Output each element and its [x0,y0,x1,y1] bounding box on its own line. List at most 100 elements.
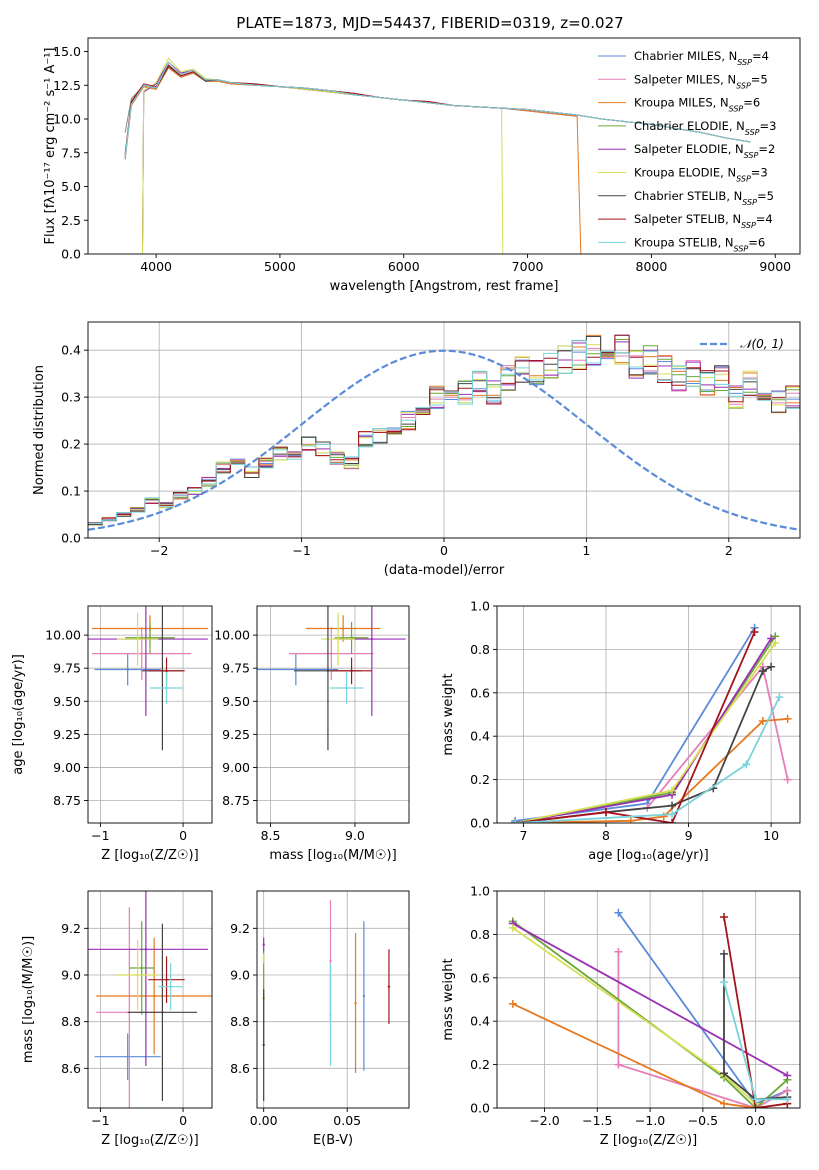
y-tick-label: 9.75 [222,661,250,676]
data-point [362,994,366,998]
y-tick-label: 0.4 [61,343,81,358]
plot-area [508,908,792,1108]
data-point [329,959,332,963]
plot-area [88,891,212,1108]
weight-marker [614,947,623,956]
data-point [152,994,156,998]
weight-marker [767,662,776,671]
y-tick-label: 8.8 [61,1014,81,1029]
y-axis-label: age [log₁₀(age/yr)] [11,654,26,775]
x-axis-label: wavelength [Angstrom, rest frame] [330,279,559,294]
weight-marker [668,819,677,823]
weight-marker [719,1099,728,1108]
y-tick-label: 0.0 [470,816,490,831]
y-tick-label: 9.25 [222,727,250,742]
y-tick-label: 12.5 [53,78,81,93]
x-tick-label: 4000 [140,259,172,274]
y-tick-label: 10.00 [45,628,81,643]
plot-area [88,606,208,751]
histogram-step [88,339,800,524]
y-tick-label: 5.0 [61,179,81,194]
weight-marker [719,949,728,958]
axes-frame [87,605,213,824]
weight-marker [668,786,677,795]
x-tick-label: −1.0 [635,1113,665,1128]
y-tick-label: 2.5 [61,213,81,228]
y-tick-label: 0.4 [470,1014,490,1029]
x-tick-label: −2.0 [529,1113,559,1128]
data-point [148,636,152,639]
y-tick-label: 9.00 [222,760,250,775]
weight-marker [508,999,517,1008]
x-tick-label: 7000 [512,259,544,274]
chart-mass-vs-ebv: 0.00 0.05 8.6 8.8 9.0 9.2 E(B-V) [230,890,410,1148]
y-tick-label: 0.8 [470,927,490,942]
legend-label: Kroupa STELIB, NSSP=6 [634,235,765,253]
y-tick-label: 9.50 [222,694,250,709]
chart-age-vs-Z: −1 0 8.75 9.00 9.25 9.50 9.75 10.00 Z [log₁₀(Z/Z… [11,605,213,863]
data-point [144,948,148,951]
weight-marker [783,714,792,723]
plot-area [257,606,406,751]
legend-label: Chabrier ELODIE, NSSP=3 [634,119,776,137]
weight-marker [758,667,767,676]
y-tick-label: 9.25 [53,727,81,742]
axes-frame [87,37,801,255]
x-tick-label: 8 [602,828,610,843]
y-tick-label: 0.6 [470,685,490,700]
y-axis-label: mass weight [441,673,456,755]
weight-marker [783,1071,792,1080]
y-tick-label: 9.0 [230,968,250,983]
x-tick-label: 2 [725,543,733,558]
weight-marker [758,717,767,726]
weight-marker [614,908,623,917]
weight-marker [508,923,517,932]
data-point [294,668,298,671]
data-point [262,943,265,946]
y-tick-label: 0.1 [61,484,81,499]
x-tick-label: −2 [150,543,168,558]
weight-marker [771,638,780,647]
data-point [126,1055,129,1058]
chart-weight-vs-Z: −2.0 −1.5 −1.0 −0.5 0.0 0.0 0.2 0.4 0.6 0.8 1.0 Z [… [441,884,801,1148]
normal-curve [88,349,800,531]
y-axis-label: Normed distribution [32,365,47,495]
plot-area [124,57,751,254]
x-tick-label: 8000 [636,259,668,274]
y-tick-label: 8.75 [53,793,81,808]
weight-marker [668,810,677,819]
plot-area [88,334,800,531]
y-tick-label: 8.75 [222,793,250,808]
y-tick-label: 0.0 [470,1101,490,1116]
legend-label: Chabrier MILES, NSSP=4 [634,49,769,67]
chart-spectrum: Chabrier MILES, NSSP=4 Salpeter MILES, NS… [43,37,801,294]
y-tick-label: 1.0 [470,884,490,899]
chart-mass-vs-Z: −1 0 8.6 8.8 9.0 9.2 Z [log₁₀(Z/Z☉)] mass [log₁… [21,890,213,1148]
x-tick-label: 0.0 [746,1113,766,1128]
figure-title: PLATE=1873, MJD=54437, FIBERID=0319, z=0… [236,14,623,32]
y-tick-label: 0.2 [470,772,490,787]
x-axis-label: mass [log₁₀(M/M☉)] [269,848,396,863]
x-tick-label: −1 [91,1113,109,1128]
axes-frame [496,605,801,824]
x-tick-label: 1 [582,543,590,558]
data-point [350,636,353,639]
weight-line [515,631,756,823]
y-tick-label: 0.3 [61,390,81,405]
x-tick-label: −1 [292,543,310,558]
y-tick-label: 0.2 [61,437,81,452]
x-tick-label: 0 [179,828,187,843]
x-tick-label: 8.5 [261,828,281,843]
weight-line [723,953,788,1101]
weight-marker [719,913,728,922]
x-axis-label: E(B-V) [313,1133,353,1148]
plot-area [511,623,792,823]
y-tick-label: 8.6 [230,1061,250,1076]
x-tick-label: −1 [91,828,109,843]
x-tick-label: 0.00 [250,1113,278,1128]
y-tick-label: 0.6 [470,970,490,985]
data-point [140,652,143,655]
weight-marker [659,812,668,821]
weight-marker [750,628,759,637]
